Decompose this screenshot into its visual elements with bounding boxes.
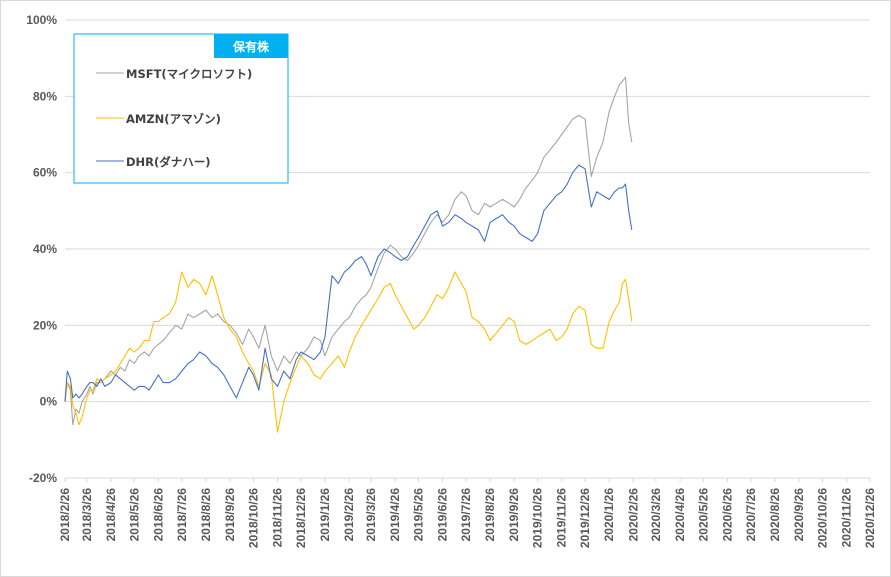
x-tick-label: 2020/10/26 bbox=[816, 488, 830, 548]
x-tick-label: 2018/9/26 bbox=[223, 488, 237, 542]
x-tick-label: 2019/12/26 bbox=[578, 488, 592, 548]
x-tick-label: 2019/8/26 bbox=[483, 488, 497, 542]
y-tick-label: 40% bbox=[33, 242, 57, 256]
y-tick-label: 0% bbox=[40, 395, 58, 409]
x-tick-label: 2020/11/26 bbox=[840, 488, 854, 548]
legend-label-amzn: AMZN(アマゾン) bbox=[126, 112, 221, 126]
x-tick-label: 2018/11/26 bbox=[271, 488, 285, 548]
y-tick-label: 60% bbox=[33, 166, 57, 180]
x-tick-label: 2019/5/26 bbox=[411, 488, 425, 542]
x-tick-label: 2020/6/26 bbox=[721, 488, 735, 542]
x-tick-label: 2019/1/26 bbox=[318, 488, 332, 542]
y-axis-tick-labels: -20% 0% 20% 40% 60% 80% 100% bbox=[26, 13, 57, 485]
x-tick-label: 2020/3/26 bbox=[649, 488, 663, 542]
x-tick-label: 2019/7/26 bbox=[459, 488, 473, 542]
series-line-dhr bbox=[64, 164, 633, 402]
x-tick-label: 2020/1/26 bbox=[602, 488, 616, 542]
x-axis-tick-labels: 2018/2/26 2018/3/26 2018/4/26 2018/5/26 2018… bbox=[58, 478, 877, 548]
x-tick-label: 2018/2/26 bbox=[58, 488, 72, 542]
legend-title-background bbox=[214, 34, 288, 58]
x-tick-label: 2019/3/26 bbox=[364, 488, 378, 542]
x-tick-label: 2018/7/26 bbox=[175, 488, 189, 542]
x-tick-label: 2018/4/26 bbox=[104, 488, 118, 542]
x-tick-label: 2018/6/26 bbox=[151, 488, 165, 542]
y-tick-label: 20% bbox=[33, 318, 57, 332]
x-tick-label: 2019/2/26 bbox=[342, 488, 356, 542]
y-tick-label: -20% bbox=[29, 471, 57, 485]
x-tick-label: 2019/10/26 bbox=[531, 488, 545, 548]
x-tick-label: 2018/12/26 bbox=[294, 488, 308, 548]
x-tick-label: 2018/3/26 bbox=[80, 488, 94, 542]
x-tick-label: 2018/5/26 bbox=[127, 488, 141, 542]
series-line-amzn bbox=[64, 271, 633, 433]
x-tick-label: 2020/2/26 bbox=[626, 488, 640, 542]
legend-box bbox=[73, 33, 289, 184]
legend-label-msft: MSFT(マイクロソフト) bbox=[126, 67, 252, 81]
series-line-msft bbox=[64, 76, 633, 426]
x-tick-label: 2020/5/26 bbox=[696, 488, 710, 542]
series-lines bbox=[64, 76, 633, 433]
y-tick-label: 100% bbox=[26, 13, 57, 27]
x-tick-label: 2018/10/26 bbox=[246, 488, 260, 548]
x-tick-label: 2019/9/26 bbox=[507, 488, 521, 542]
x-tick-label: 2019/6/26 bbox=[436, 488, 450, 542]
x-tick-label: 2019/4/26 bbox=[388, 488, 402, 542]
legend-label-dhr: DHR(ダナハー) bbox=[126, 155, 211, 169]
legend: 保有株 MSFT(マイクロソフト) AMZN(アマゾン) DHR(ダナハー) bbox=[73, 33, 289, 184]
x-tick-label: 2019/11/26 bbox=[555, 488, 569, 548]
x-tick-label: 2020/8/26 bbox=[768, 488, 782, 542]
x-tick-label: 2020/4/26 bbox=[673, 488, 687, 542]
x-tick-label: 2020/12/26 bbox=[863, 488, 877, 548]
legend-title: 保有株 bbox=[232, 39, 270, 54]
x-tick-label: 2020/9/26 bbox=[792, 488, 806, 542]
x-tick-label: 2018/8/26 bbox=[199, 488, 213, 542]
x-tick-label: 2020/7/26 bbox=[744, 488, 758, 542]
y-tick-label: 80% bbox=[33, 89, 57, 103]
